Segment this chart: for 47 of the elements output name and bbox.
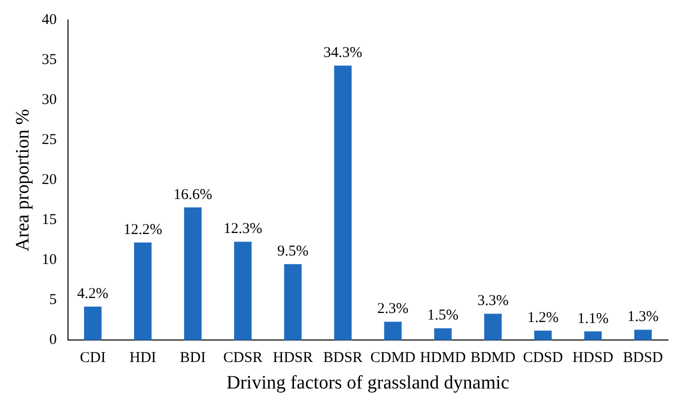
data-label: 3.3% xyxy=(477,293,509,310)
bar xyxy=(284,264,302,340)
bar xyxy=(84,306,102,340)
y-tick-label: 5 xyxy=(49,292,57,308)
bar xyxy=(134,242,152,340)
bar xyxy=(534,330,552,340)
bar xyxy=(184,207,202,340)
data-label: 1.2% xyxy=(527,310,559,326)
bar xyxy=(384,322,402,340)
x-tick-label: CDI xyxy=(80,350,106,366)
y-tick-label: 35 xyxy=(42,52,57,68)
y-tick-label: 25 xyxy=(42,132,57,148)
x-tick-label: CDSD xyxy=(522,350,564,366)
y-tick-label: 10 xyxy=(42,252,57,268)
data-label: 12.3% xyxy=(223,221,262,238)
bar xyxy=(334,66,352,340)
data-label: 1.3% xyxy=(627,309,659,326)
x-tick-label: HDMD xyxy=(420,350,466,366)
data-label: 1.1% xyxy=(577,310,609,327)
x-tick-label: HDSD xyxy=(572,350,614,366)
data-label: 1.5% xyxy=(427,308,459,324)
x-tick-label: BDSR xyxy=(323,350,362,366)
y-tick-label: 20 xyxy=(42,172,57,188)
x-tick-label: HDSR xyxy=(272,350,313,366)
x-tick-label: CDSR xyxy=(223,350,262,366)
y-axis-title: Area proportion % xyxy=(12,108,34,252)
y-tick-label: 30 xyxy=(42,92,57,108)
x-tick-label: BDMD xyxy=(470,350,516,366)
data-label: 4.2% xyxy=(77,286,108,302)
bar xyxy=(234,242,252,340)
bar xyxy=(484,314,502,340)
y-tick-label: 40 xyxy=(42,12,57,28)
data-label: 2.3% xyxy=(377,301,409,318)
x-axis-title: Driving factors of grassland dynamic xyxy=(226,372,510,394)
bar xyxy=(584,331,602,340)
data-label: 16.6% xyxy=(173,186,212,203)
x-tick-label: BDI xyxy=(180,350,206,366)
x-tick-label: BDSD xyxy=(622,350,664,366)
bar xyxy=(434,328,452,340)
data-label: 9.5% xyxy=(277,244,308,260)
y-tick-label: 0 xyxy=(49,332,57,348)
data-label: 34.3% xyxy=(324,45,362,62)
bar xyxy=(634,330,652,340)
x-tick-label: HDI xyxy=(129,350,156,366)
data-label: 12.2% xyxy=(123,222,162,238)
x-tick-label: CDMD xyxy=(370,350,416,366)
y-tick-label: 15 xyxy=(42,212,57,228)
